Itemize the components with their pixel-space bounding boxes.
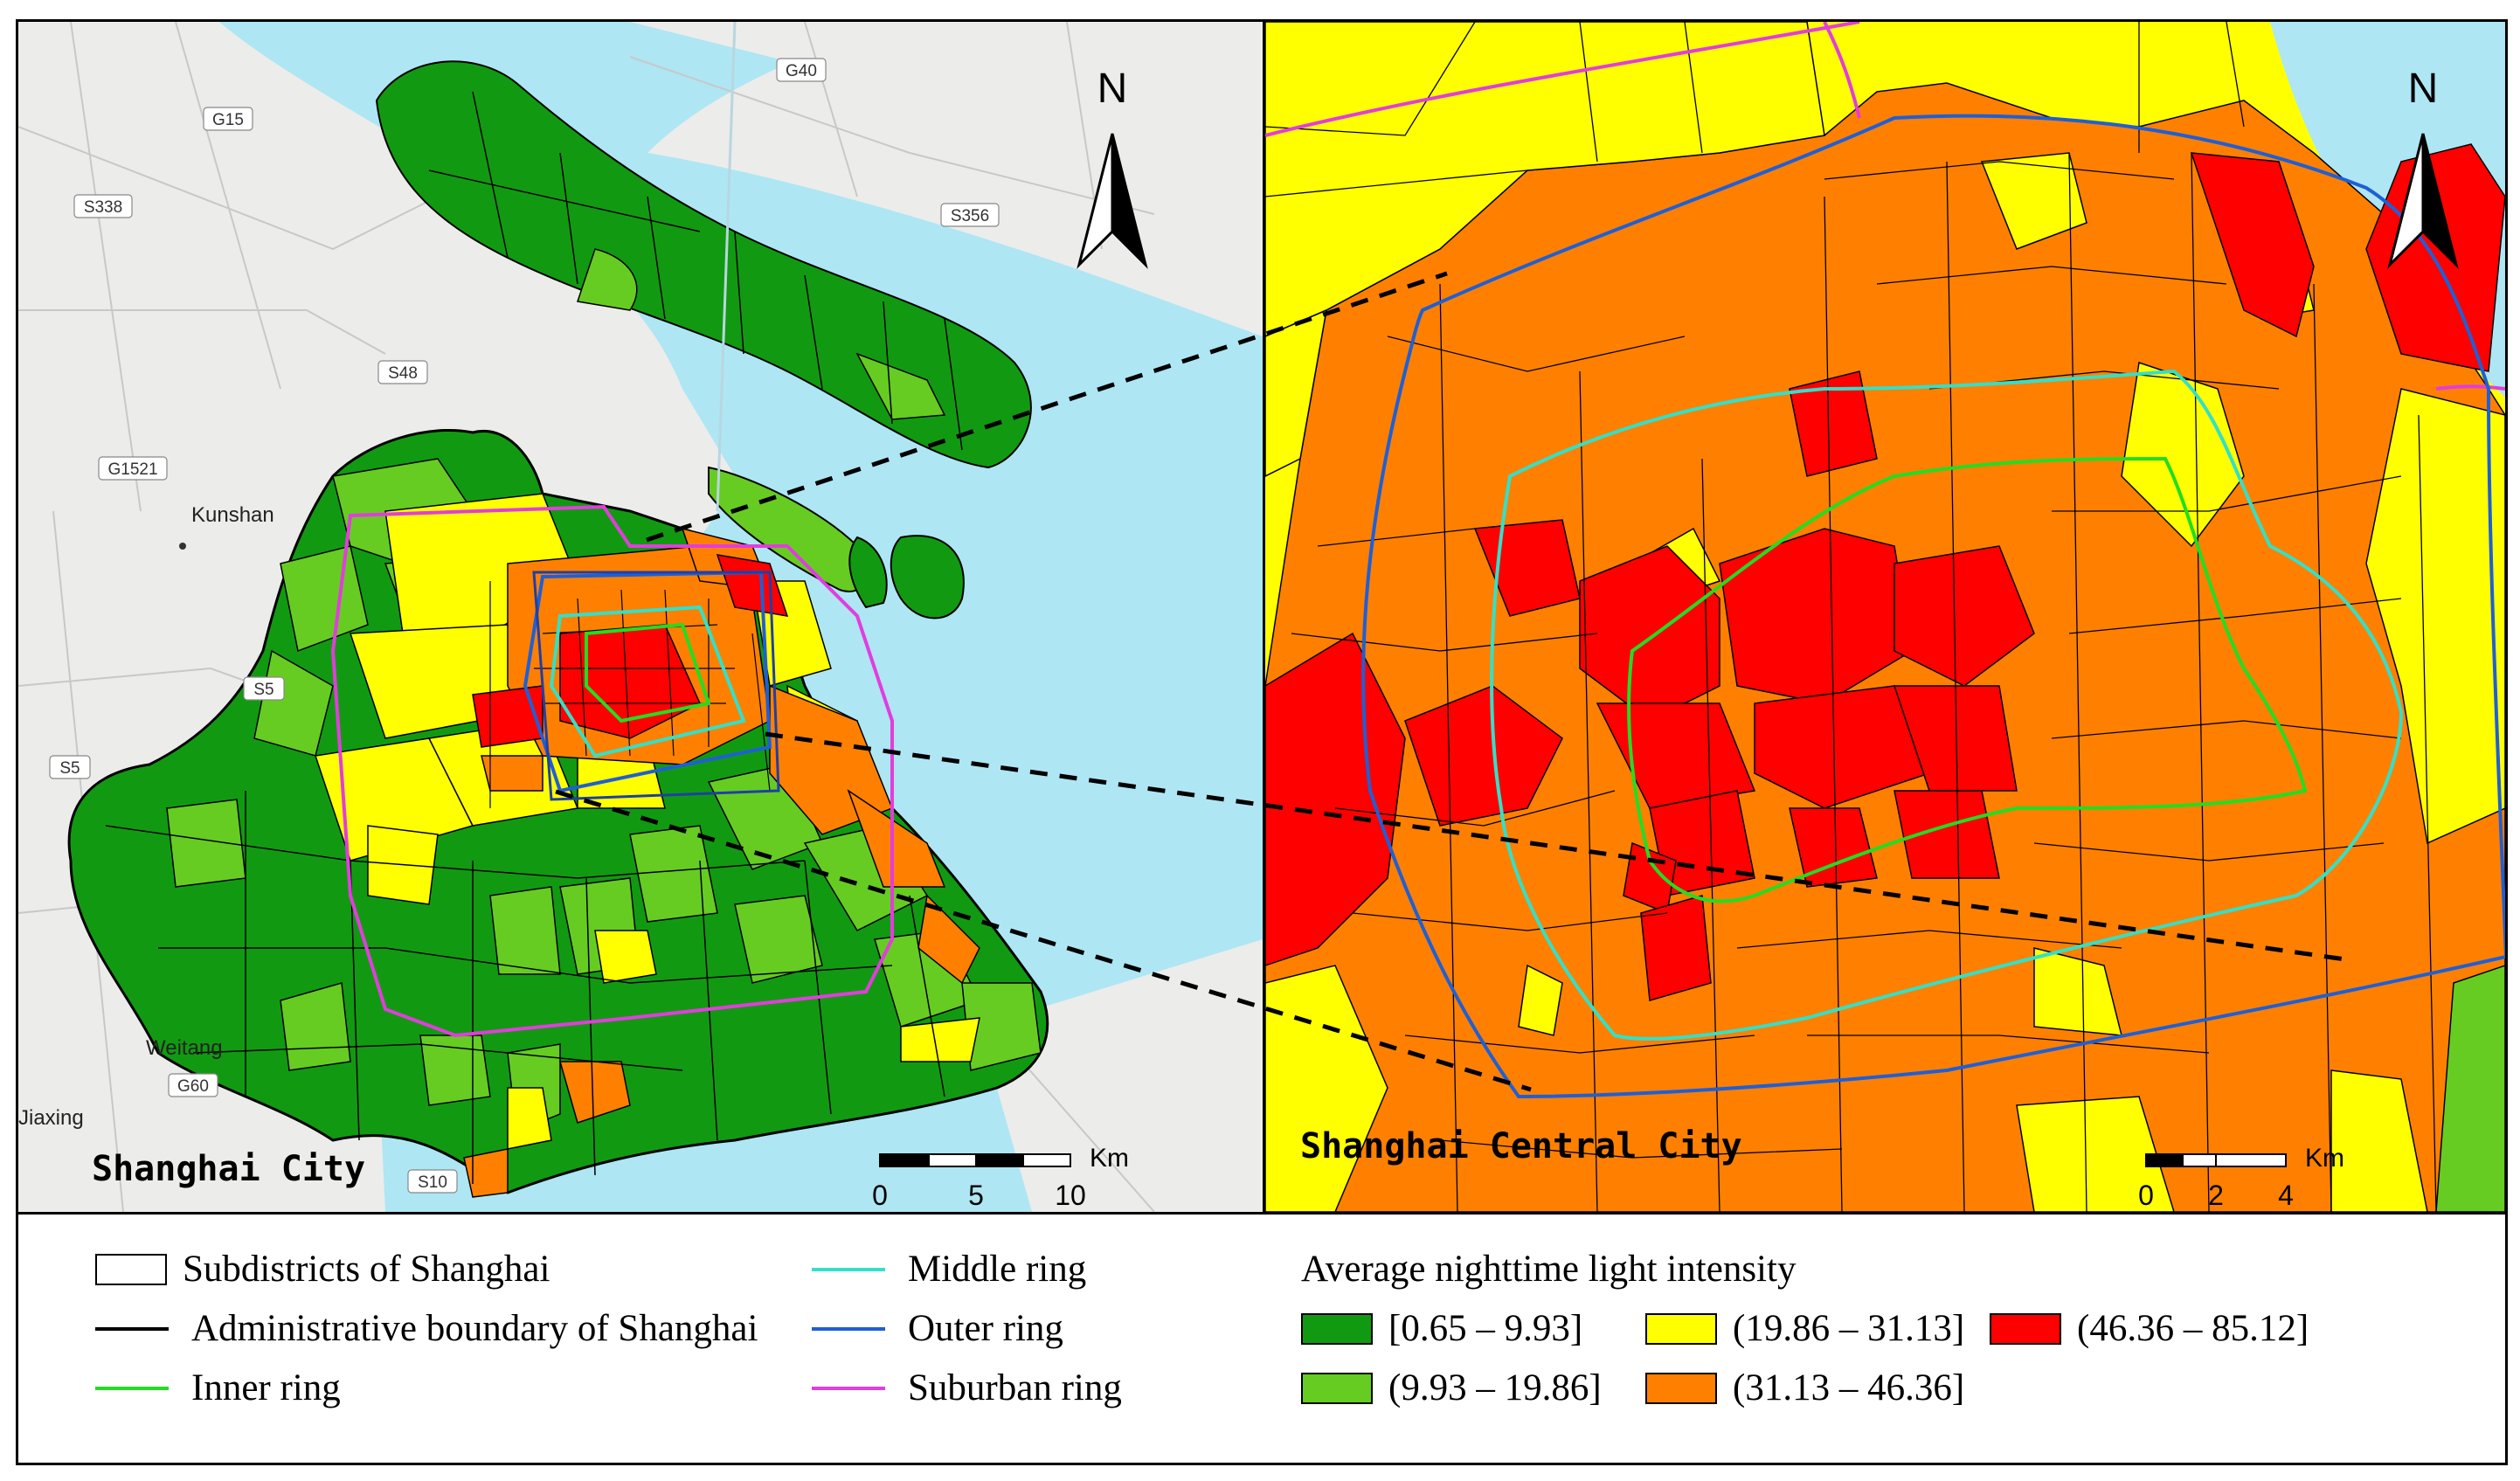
road-label-g1521: G1521 xyxy=(98,456,168,481)
svg-text:G60: G60 xyxy=(177,1077,209,1096)
svg-text:S356: S356 xyxy=(951,207,989,225)
class-9-93-to-19-86 xyxy=(2435,965,2505,1212)
legend-swatch xyxy=(1645,1312,1717,1345)
legend-label: (31.13 – 46.36] xyxy=(1733,1367,1965,1408)
legend-label: [0.65 – 9.93] xyxy=(1388,1308,1583,1349)
legend-label: Administrative boundary of Shanghai xyxy=(191,1308,758,1349)
legend-label: Middle ring xyxy=(908,1249,1087,1290)
central-city-map: N Km 0 2 4 Shanghai Central City xyxy=(1263,19,2508,1215)
road-label-s5: S5 xyxy=(49,755,91,779)
legend-intensity-title: Average nighttime light intensity xyxy=(1301,1248,1796,1291)
legend-label: Average nighttime light intensity xyxy=(1301,1249,1797,1290)
svg-text:S5: S5 xyxy=(59,759,80,778)
legend-swatch xyxy=(1645,1372,1717,1404)
svg-text:G15: G15 xyxy=(212,111,244,129)
north-arrow-icon: N xyxy=(2387,66,2459,269)
road-label-g15: G15 xyxy=(203,107,253,131)
shanghai-city-map: G15 G40 S338 S356 S48 G1521 xyxy=(16,19,1265,1215)
land-area xyxy=(647,22,1263,336)
svg-text:N: N xyxy=(2408,66,2439,112)
legend-suburban-ring: Suburban ring xyxy=(812,1367,1122,1409)
legend-middle-ring: Middle ring xyxy=(812,1248,1086,1291)
legend-label: (19.86 – 31.13] xyxy=(1733,1308,1965,1349)
road-label-s48: S48 xyxy=(377,360,428,384)
legend-label: (46.36 – 85.12] xyxy=(2077,1308,2309,1349)
svg-text:0: 0 xyxy=(872,1180,888,1211)
downtown-subdistricts xyxy=(489,581,771,808)
svg-text:S10: S10 xyxy=(418,1173,447,1192)
legend-inner-ring: Inner ring xyxy=(95,1367,341,1409)
svg-text:S48: S48 xyxy=(388,364,418,383)
legend-class-2: (9.93 – 19.86] xyxy=(1301,1367,1602,1409)
legend-swatch xyxy=(1301,1312,1373,1345)
legend-swatch xyxy=(95,1326,169,1331)
left-map-title: Shanghai City xyxy=(92,1149,365,1189)
legend-label: Subdistricts of Shanghai xyxy=(183,1249,550,1290)
legend-label: Inner ring xyxy=(191,1367,341,1408)
legend-swatch xyxy=(812,1267,885,1271)
svg-text:S5: S5 xyxy=(253,681,273,699)
right-map-title: Shanghai Central City xyxy=(1300,1126,1742,1166)
legend-subdistricts: Subdistricts of Shanghai xyxy=(95,1248,550,1291)
svg-text:5: 5 xyxy=(968,1180,984,1211)
chongming-patch xyxy=(577,248,638,311)
legend-outer-ring: Outer ring xyxy=(812,1307,1063,1350)
road-label-s10: S10 xyxy=(407,1169,458,1194)
place-label-jiaxing: Jiaxing xyxy=(18,1106,84,1130)
legend-class-4: (31.13 – 46.36] xyxy=(1645,1367,1964,1409)
legend-label: (9.93 – 19.86] xyxy=(1388,1367,1602,1408)
svg-text:10: 10 xyxy=(1055,1180,1086,1211)
inner-ring-line xyxy=(585,622,711,723)
middle-ring-line xyxy=(549,605,746,758)
road-label-s5: S5 xyxy=(243,676,285,701)
legend-class-1: [0.65 – 9.93] xyxy=(1301,1307,1582,1350)
legend-admin-boundary: Administrative boundary of Shanghai xyxy=(95,1307,758,1350)
legend-swatch xyxy=(1301,1372,1373,1404)
svg-text:Km: Km xyxy=(1090,1144,1129,1173)
svg-text:0: 0 xyxy=(2138,1180,2154,1211)
shanghai-city-map-canvas: G15 G40 S338 S356 S48 G1521 xyxy=(18,22,1263,1212)
legend-swatch xyxy=(812,1326,885,1331)
legend: Subdistricts of Shanghai Administrative … xyxy=(16,1212,2508,1465)
svg-text:Kunshan: Kunshan xyxy=(191,503,274,527)
svg-text:N: N xyxy=(1097,66,1128,112)
road-label-g60: G60 xyxy=(168,1073,218,1097)
suburban-ring-line xyxy=(1265,22,2505,391)
scale-bar: Km 0 2 4 xyxy=(2138,1144,2344,1211)
central-city-map-canvas: N Km 0 2 4 Shanghai Central City xyxy=(1265,22,2505,1212)
svg-text:4: 4 xyxy=(2278,1180,2294,1211)
legend-label: Suburban ring xyxy=(908,1367,1122,1408)
legend-swatch xyxy=(812,1386,885,1390)
hengsha-island xyxy=(890,535,965,619)
svg-text:2: 2 xyxy=(2208,1180,2224,1211)
suburban-ring-line xyxy=(1823,22,1861,119)
scale-bar: Km 0 5 10 xyxy=(872,1144,1129,1211)
svg-text:Km: Km xyxy=(2305,1144,2344,1173)
changxing-island xyxy=(848,536,888,609)
legend-label: Outer ring xyxy=(908,1308,1063,1349)
land-area xyxy=(18,22,735,607)
legend-swatch xyxy=(1990,1312,2061,1345)
legend-swatch xyxy=(95,1253,167,1285)
svg-text:G40: G40 xyxy=(786,62,817,80)
road-label-s356: S356 xyxy=(940,203,1000,227)
road-label-g40: G40 xyxy=(776,58,827,82)
city-marker-kunshan: Kunshan xyxy=(179,503,274,550)
north-arrow-icon: N xyxy=(1077,66,1148,269)
legend-class-3: (19.86 – 31.13] xyxy=(1645,1307,1964,1350)
road-label-s338: S338 xyxy=(73,194,133,218)
place-label-weitang: Weitang xyxy=(146,1036,223,1060)
legend-swatch xyxy=(95,1386,169,1390)
svg-text:S338: S338 xyxy=(84,198,122,217)
legend-class-5: (46.36 – 85.12] xyxy=(1990,1307,2309,1350)
svg-text:G1521: G1521 xyxy=(107,460,157,479)
